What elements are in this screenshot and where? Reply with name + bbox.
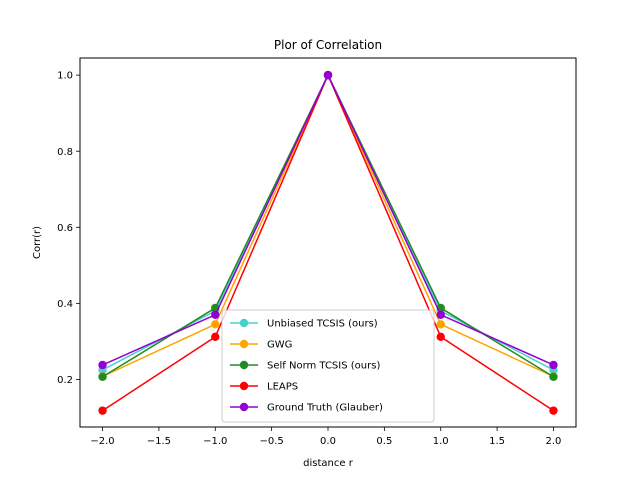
data-point [549, 372, 558, 381]
data-point [549, 406, 558, 415]
x-axis-label: distance r [303, 458, 354, 469]
y-tick-label: 0.6 [57, 223, 73, 234]
data-point [323, 70, 333, 80]
data-point [549, 360, 558, 370]
legend-marker [239, 339, 249, 349]
legend-label: Self Norm TCSIS (ours) [267, 361, 380, 372]
data-point [436, 320, 445, 329]
data-point [98, 360, 107, 370]
data-point [436, 332, 445, 342]
series-layer [98, 70, 558, 415]
data-point [211, 332, 220, 342]
legend-marker [239, 360, 249, 370]
legend-label: Unbiased TCSIS (ours) [267, 319, 378, 330]
y-axis: 0.2 0.4 0.6 0.8 1.0 [57, 71, 80, 386]
data-point [436, 310, 445, 319]
legend-label: LEAPS [267, 382, 298, 393]
x-axis: −2.0 −1.5 −1.0 −0.5 0.0 0.5 1.0 1.5 2.0 [90, 427, 561, 447]
legend-label: GWG [267, 340, 292, 351]
y-tick-label: 0.4 [57, 299, 73, 310]
legend-label: Ground Truth (Glauber) [267, 403, 383, 414]
legend-marker [239, 381, 249, 391]
data-point [98, 372, 107, 381]
legend-marker [239, 318, 249, 328]
x-tick-label: −1.5 [147, 436, 171, 447]
x-tick-label: 1.0 [433, 436, 449, 447]
x-tick-label: 2.0 [546, 436, 562, 447]
x-tick-label: −0.5 [259, 436, 283, 447]
legend-box [221, 309, 435, 423]
y-axis-label: Corr(r) [32, 226, 43, 259]
legend-item: LEAPS [230, 382, 298, 393]
y-tick-label: 0.8 [57, 147, 73, 158]
legend-item: Unbiased TCSIS (ours) [230, 319, 378, 330]
x-tick-label: −1.0 [203, 436, 227, 447]
legend-item: Ground Truth (Glauber) [230, 403, 383, 414]
x-tick-label: 0.5 [376, 436, 392, 447]
x-tick-label: 1.5 [489, 436, 505, 447]
legend: Unbiased TCSIS (ours) GWG Self Norm TCSIS … [221, 309, 435, 423]
data-point [211, 320, 220, 329]
legend-item: GWG [230, 340, 292, 351]
legend-marker [239, 402, 249, 412]
legend-item: Self Norm TCSIS (ours) [230, 361, 380, 372]
y-tick-label: 0.2 [57, 375, 73, 386]
x-tick-label: 0.0 [320, 436, 336, 447]
series-4 [98, 70, 558, 370]
x-tick-label: −2.0 [90, 436, 114, 447]
data-point [98, 406, 107, 415]
chart-title: Plor of Correlation [274, 38, 382, 52]
data-point [211, 310, 220, 319]
y-tick-label: 1.0 [57, 71, 73, 82]
